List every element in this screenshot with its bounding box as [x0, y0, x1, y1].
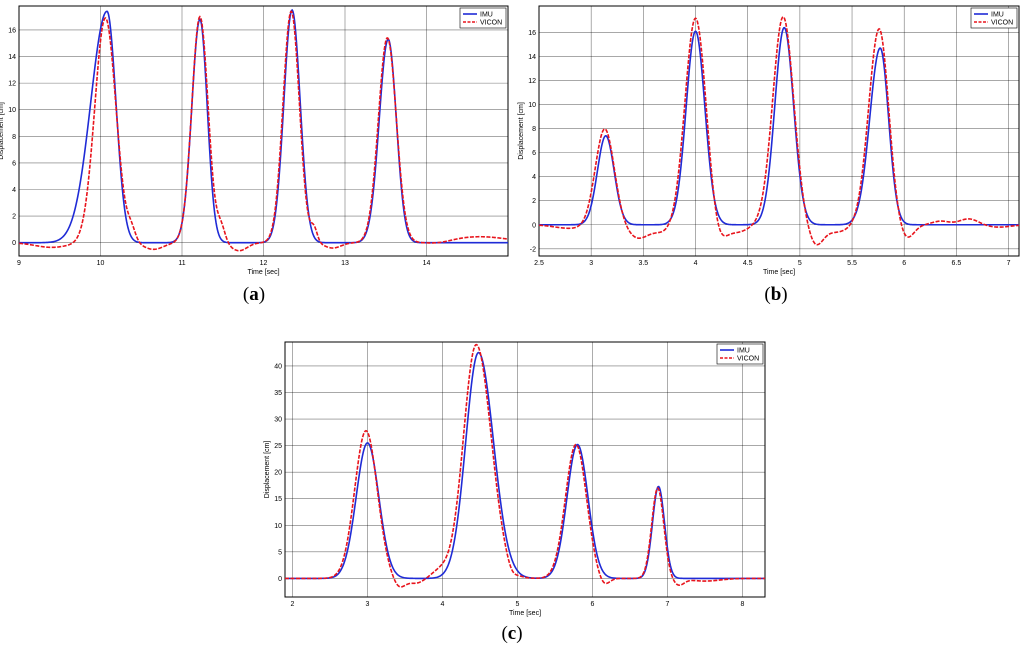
- x-tick-label: 10: [97, 260, 105, 267]
- chart-panel-a: 9 10 11 12 13 14 0 2 4 6 8 10 12 14 16 Time [sec] Displa…: [0, 0, 512, 276]
- chart-c-svg: 2 3 4 5 6 7 8 0 5 10 15 20 25 30 35 40 Time [sec] Displac…: [264, 341, 766, 617]
- x-tick-label: 3: [589, 260, 593, 267]
- y-tick-label: 10: [8, 107, 16, 114]
- y-axis-label: Displacement [cm]: [264, 441, 271, 499]
- legend-box: [459, 7, 507, 29]
- x-tick-label: 4: [441, 601, 445, 608]
- y-tick-label: 4: [12, 187, 16, 194]
- legend-label-vicon: VICON: [991, 20, 1013, 27]
- legend-label-imu: IMU: [991, 12, 1004, 19]
- legend-label-vicon: VICON: [737, 356, 759, 363]
- y-tick-label: 10: [274, 523, 282, 530]
- x-tick-label: 6.5: [952, 260, 962, 267]
- series-line-imu: [539, 26, 1019, 226]
- y-tick-label: 5: [278, 549, 282, 556]
- y-tick-label: 6: [532, 150, 536, 157]
- x-tick-label: 7: [1007, 260, 1011, 267]
- series-line-vicon: [285, 343, 765, 588]
- chart-b-svg: 2.5 3 3.5 4 4.5 5 5.5 6 6.5 7 -2 0 2 4 6 8 10 12 14 16 Time …: [518, 5, 1020, 276]
- y-tick-label: 2: [12, 214, 16, 221]
- y-tick-label: 14: [528, 54, 536, 61]
- y-tick-label: 6: [12, 160, 16, 167]
- chart-a-svg: 9 10 11 12 13 14 0 2 4 6 8 10 12 14 16 Time [sec] Displa…: [0, 5, 509, 276]
- y-tick-label: 10: [528, 102, 536, 109]
- x-axis-label: Time [sec]: [509, 610, 541, 617]
- x-tick-label: 2: [291, 601, 295, 608]
- y-tick-label: 20: [274, 470, 282, 477]
- chart-panel-c: 2 3 4 5 6 7 8 0 5 10 15 20 25 30 35 40 Time [sec] Displac…: [250, 332, 770, 618]
- x-axis-label: Time [sec]: [247, 269, 279, 276]
- x-tick-label: 4: [694, 260, 698, 267]
- y-tick-label: 0: [12, 240, 16, 247]
- y-tick-label: 12: [528, 78, 536, 85]
- x-tick-label: 11: [178, 260, 185, 267]
- y-tick-label: 25: [274, 443, 282, 450]
- x-tick-label: 4.5: [743, 260, 753, 267]
- x-tick-label: 6: [591, 601, 595, 608]
- x-axis-label: Time [sec]: [763, 269, 795, 276]
- y-tick-label: 12: [8, 81, 16, 88]
- legend-label-imu: IMU: [480, 12, 493, 19]
- x-tick-label: 2.5: [534, 260, 544, 267]
- x-tick-label: 5: [798, 260, 802, 267]
- x-tick-label: 7: [666, 601, 670, 608]
- x-tick-label: 6: [902, 260, 906, 267]
- y-tick-label: 4: [532, 174, 536, 181]
- caption-c: (c): [501, 623, 523, 644]
- y-tick-label: 16: [528, 30, 536, 37]
- series-line-imu: [285, 351, 765, 580]
- legend-label-vicon: VICON: [480, 20, 502, 27]
- y-tick-label: 15: [274, 496, 282, 503]
- y-tick-label: 0: [532, 222, 536, 229]
- caption-b: (b): [764, 284, 788, 305]
- x-tick-label: 9: [17, 260, 21, 267]
- y-tick-label: 35: [274, 390, 282, 397]
- x-tick-label: 3.5: [638, 260, 648, 267]
- x-tick-label: 5: [516, 601, 520, 608]
- y-tick-label: 0: [278, 576, 282, 583]
- y-tick-label: 30: [274, 417, 282, 424]
- y-axis-label: Displacement [cm]: [518, 102, 525, 160]
- x-tick-label: 5.5: [847, 260, 857, 267]
- x-tick-label: 3: [366, 601, 370, 608]
- caption-a: (a): [242, 284, 266, 305]
- y-axis-label: Displacement [cm]: [0, 102, 5, 160]
- x-tick-label: 8: [741, 601, 745, 608]
- plot-area-b: [538, 5, 1020, 257]
- y-tick-label: 16: [8, 27, 16, 34]
- legend-label-imu: IMU: [737, 348, 750, 355]
- y-tick-label: 8: [532, 126, 536, 133]
- y-tick-label: 2: [532, 198, 536, 205]
- series-line-vicon: [539, 15, 1019, 246]
- x-tick-label: 14: [423, 260, 431, 267]
- y-tick-label: 14: [8, 54, 16, 61]
- y-tick-label: 40: [274, 363, 282, 370]
- plot-area-c: [284, 341, 766, 598]
- series-line-vicon: [19, 10, 508, 252]
- y-tick-label: 8: [12, 134, 16, 141]
- x-tick-label: 12: [260, 260, 268, 267]
- legend-box: [970, 7, 1018, 29]
- x-tick-label: 13: [341, 260, 349, 267]
- y-tick-label: -2: [530, 246, 536, 253]
- legend-box: [716, 343, 764, 365]
- chart-panel-b: 2.5 3 3.5 4 4.5 5 5.5 6 6.5 7 -2 0 2 4 6 8 10 12 14 16 Time …: [512, 0, 1024, 276]
